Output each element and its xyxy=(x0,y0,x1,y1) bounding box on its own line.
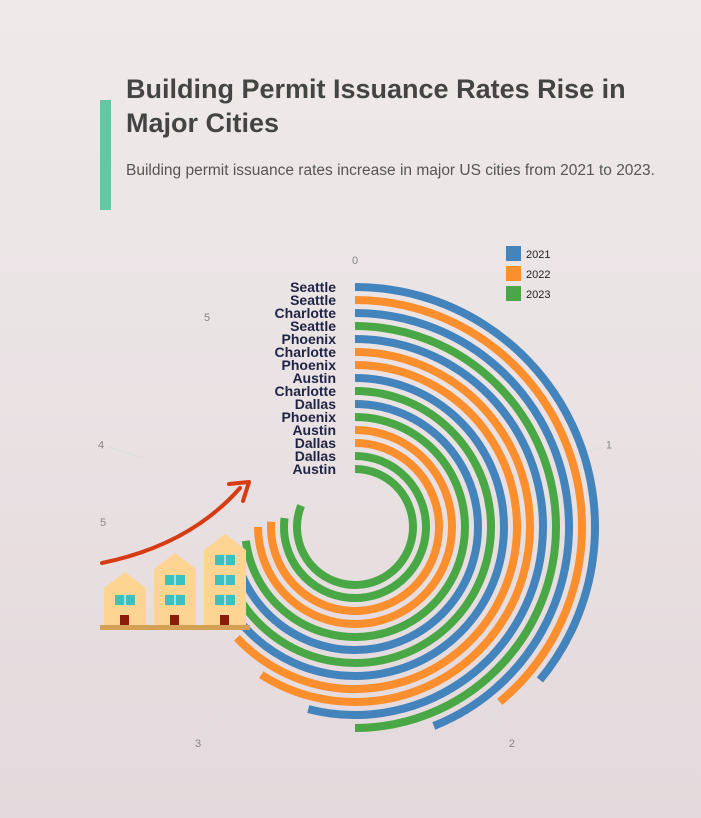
category-label: Seattle xyxy=(290,279,336,295)
bar-phoenix-2022 xyxy=(233,361,521,693)
bar-austin-2022 xyxy=(254,426,456,628)
angular-tick-label: 4 xyxy=(98,439,104,451)
buildings-icon xyxy=(100,534,250,630)
radial-tick-label: 5 xyxy=(100,517,106,529)
angular-tick-label: 3 xyxy=(195,738,201,750)
category-label: Phoenix xyxy=(282,357,337,373)
category-label: Dallas xyxy=(295,448,336,464)
bar-charlotte-2022 xyxy=(259,348,534,706)
title-accent-bar xyxy=(100,100,111,210)
tick-line xyxy=(486,707,508,737)
category-label: Dallas xyxy=(295,435,336,451)
bar-phoenix-2023 xyxy=(241,413,469,641)
tick-line xyxy=(108,446,143,459)
bar-dallas-2022 xyxy=(267,439,443,615)
axis-tick-layer: 0 1 2 3 4 5 5 xyxy=(98,255,612,750)
bar-charlotte-2021 xyxy=(354,309,573,730)
legend-label: 2021 xyxy=(526,249,550,261)
radial-tick-label: 5 xyxy=(204,312,210,324)
bar-seattle-2021 xyxy=(354,283,599,683)
bar-phoenix-2021 xyxy=(307,335,547,719)
category-label: Seattle xyxy=(290,292,336,308)
window-divider xyxy=(124,595,126,605)
category-label: Charlotte xyxy=(275,305,337,321)
category-label: Charlotte xyxy=(275,383,337,399)
window-divider xyxy=(224,595,226,605)
bar-charlotte-2023 xyxy=(221,387,495,667)
angular-tick-label: 0 xyxy=(352,255,358,267)
category-label: Phoenix xyxy=(282,409,337,425)
category-label: Dallas xyxy=(295,396,336,412)
legend-label: 2023 xyxy=(526,289,550,301)
legend-label: 2022 xyxy=(526,269,550,281)
bar-dallas-2021 xyxy=(231,400,482,654)
bar-seattle-2022 xyxy=(354,296,586,705)
ground-line xyxy=(100,625,250,630)
door xyxy=(220,615,229,625)
angular-tick-label: 2 xyxy=(509,738,515,750)
bar-austin-2021 xyxy=(216,374,508,680)
bars-layer xyxy=(216,283,599,732)
category-label: Charlotte xyxy=(275,344,337,360)
angular-tick-label: 1 xyxy=(606,439,612,451)
category-label: Austin xyxy=(292,370,336,386)
door xyxy=(120,615,129,625)
category-label: Austin xyxy=(292,461,336,477)
legend-swatch xyxy=(506,246,521,261)
category-label: Phoenix xyxy=(282,331,337,347)
rising-arrow-icon xyxy=(100,480,251,565)
window-divider xyxy=(174,595,176,605)
legend-swatch xyxy=(506,266,521,281)
legend: 2021 2022 2023 xyxy=(506,246,550,301)
tick-line xyxy=(202,707,224,737)
window-divider xyxy=(224,575,226,585)
bar-austin-2023 xyxy=(293,465,417,589)
category-label: Austin xyxy=(292,422,336,438)
building xyxy=(154,553,196,625)
window-divider xyxy=(174,575,176,585)
page-title: Building Permit Issuance Rates Rise in M… xyxy=(126,74,626,138)
window-divider xyxy=(224,555,226,565)
bar-seattle-2023 xyxy=(354,322,560,732)
category-labels-layer: SeattleSeattleCharlotteSeattlePhoenixCha… xyxy=(275,279,337,477)
category-label: Seattle xyxy=(290,318,336,334)
door xyxy=(170,615,179,625)
bar-dallas-2023 xyxy=(280,452,430,602)
page-subtitle: Building permit issuance rates increase … xyxy=(126,162,655,179)
legend-swatch xyxy=(506,286,521,301)
